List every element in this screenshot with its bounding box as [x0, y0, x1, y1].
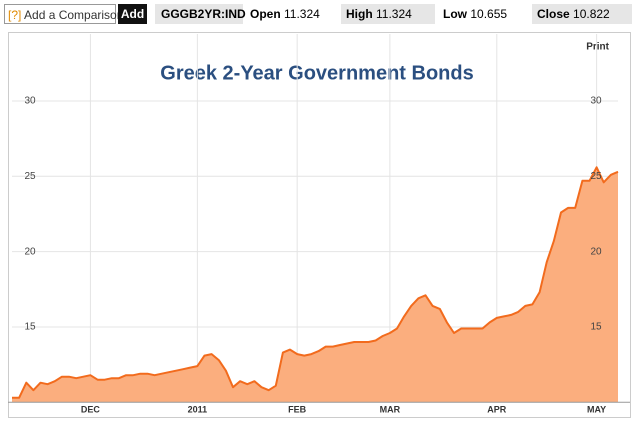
- low: Low 10.655: [438, 4, 530, 24]
- close: Close 10.822: [532, 4, 632, 24]
- y-tick-label-right: 25: [590, 171, 602, 182]
- add-button[interactable]: Add: [118, 4, 147, 24]
- high-value: 11.324: [376, 7, 412, 21]
- low-label: Low: [443, 7, 467, 21]
- ticker: GGGB2YR:IND: [155, 4, 246, 24]
- x-tick-label: DEC: [81, 404, 101, 414]
- high-label: High: [346, 7, 373, 21]
- close-value: 10.822: [573, 7, 610, 21]
- y-tick-label: 15: [24, 322, 36, 333]
- x-tick-label: APR: [487, 404, 507, 414]
- y-tick-label-right: 30: [590, 96, 602, 107]
- x-tick-label: FEB: [288, 404, 307, 414]
- y-tick-label-right: 20: [590, 246, 602, 257]
- comparison-input[interactable]: [?] Add a Comparison: [4, 4, 123, 24]
- close-label: Close: [537, 7, 570, 21]
- y-tick-label: 20: [24, 246, 36, 257]
- area-fill: [12, 167, 618, 403]
- chart-title: Greek 2-Year Government Bonds: [160, 62, 473, 84]
- x-tick-label: 2011: [188, 404, 208, 414]
- y-tick-label: 30: [24, 96, 36, 107]
- y-tick-label-right: 15: [590, 322, 602, 333]
- x-tick-label: MAY: [587, 404, 606, 414]
- x-tick-label: MAR: [380, 404, 401, 414]
- high: High 11.324: [341, 4, 435, 24]
- help[interactable]: [?]: [8, 8, 22, 22]
- labels: DEC 2011 FEB MAR APR MAY 15 15 20 20 25 25 30 30: [24, 96, 606, 415]
- chart-frame: [8, 32, 631, 418]
- series: [12, 166, 619, 403]
- print-link[interactable]: Print: [586, 42, 609, 53]
- low-value: 10.655: [470, 7, 508, 21]
- open: Open 11.324: [248, 4, 336, 24]
- open-label: Open: [250, 7, 281, 21]
- grid: [12, 34, 618, 403]
- line: [12, 166, 619, 399]
- comparison-placeholder: Add a Comparison: [24, 8, 124, 22]
- y-tick-label: 25: [24, 171, 36, 182]
- open-value: 11.324: [284, 7, 320, 21]
